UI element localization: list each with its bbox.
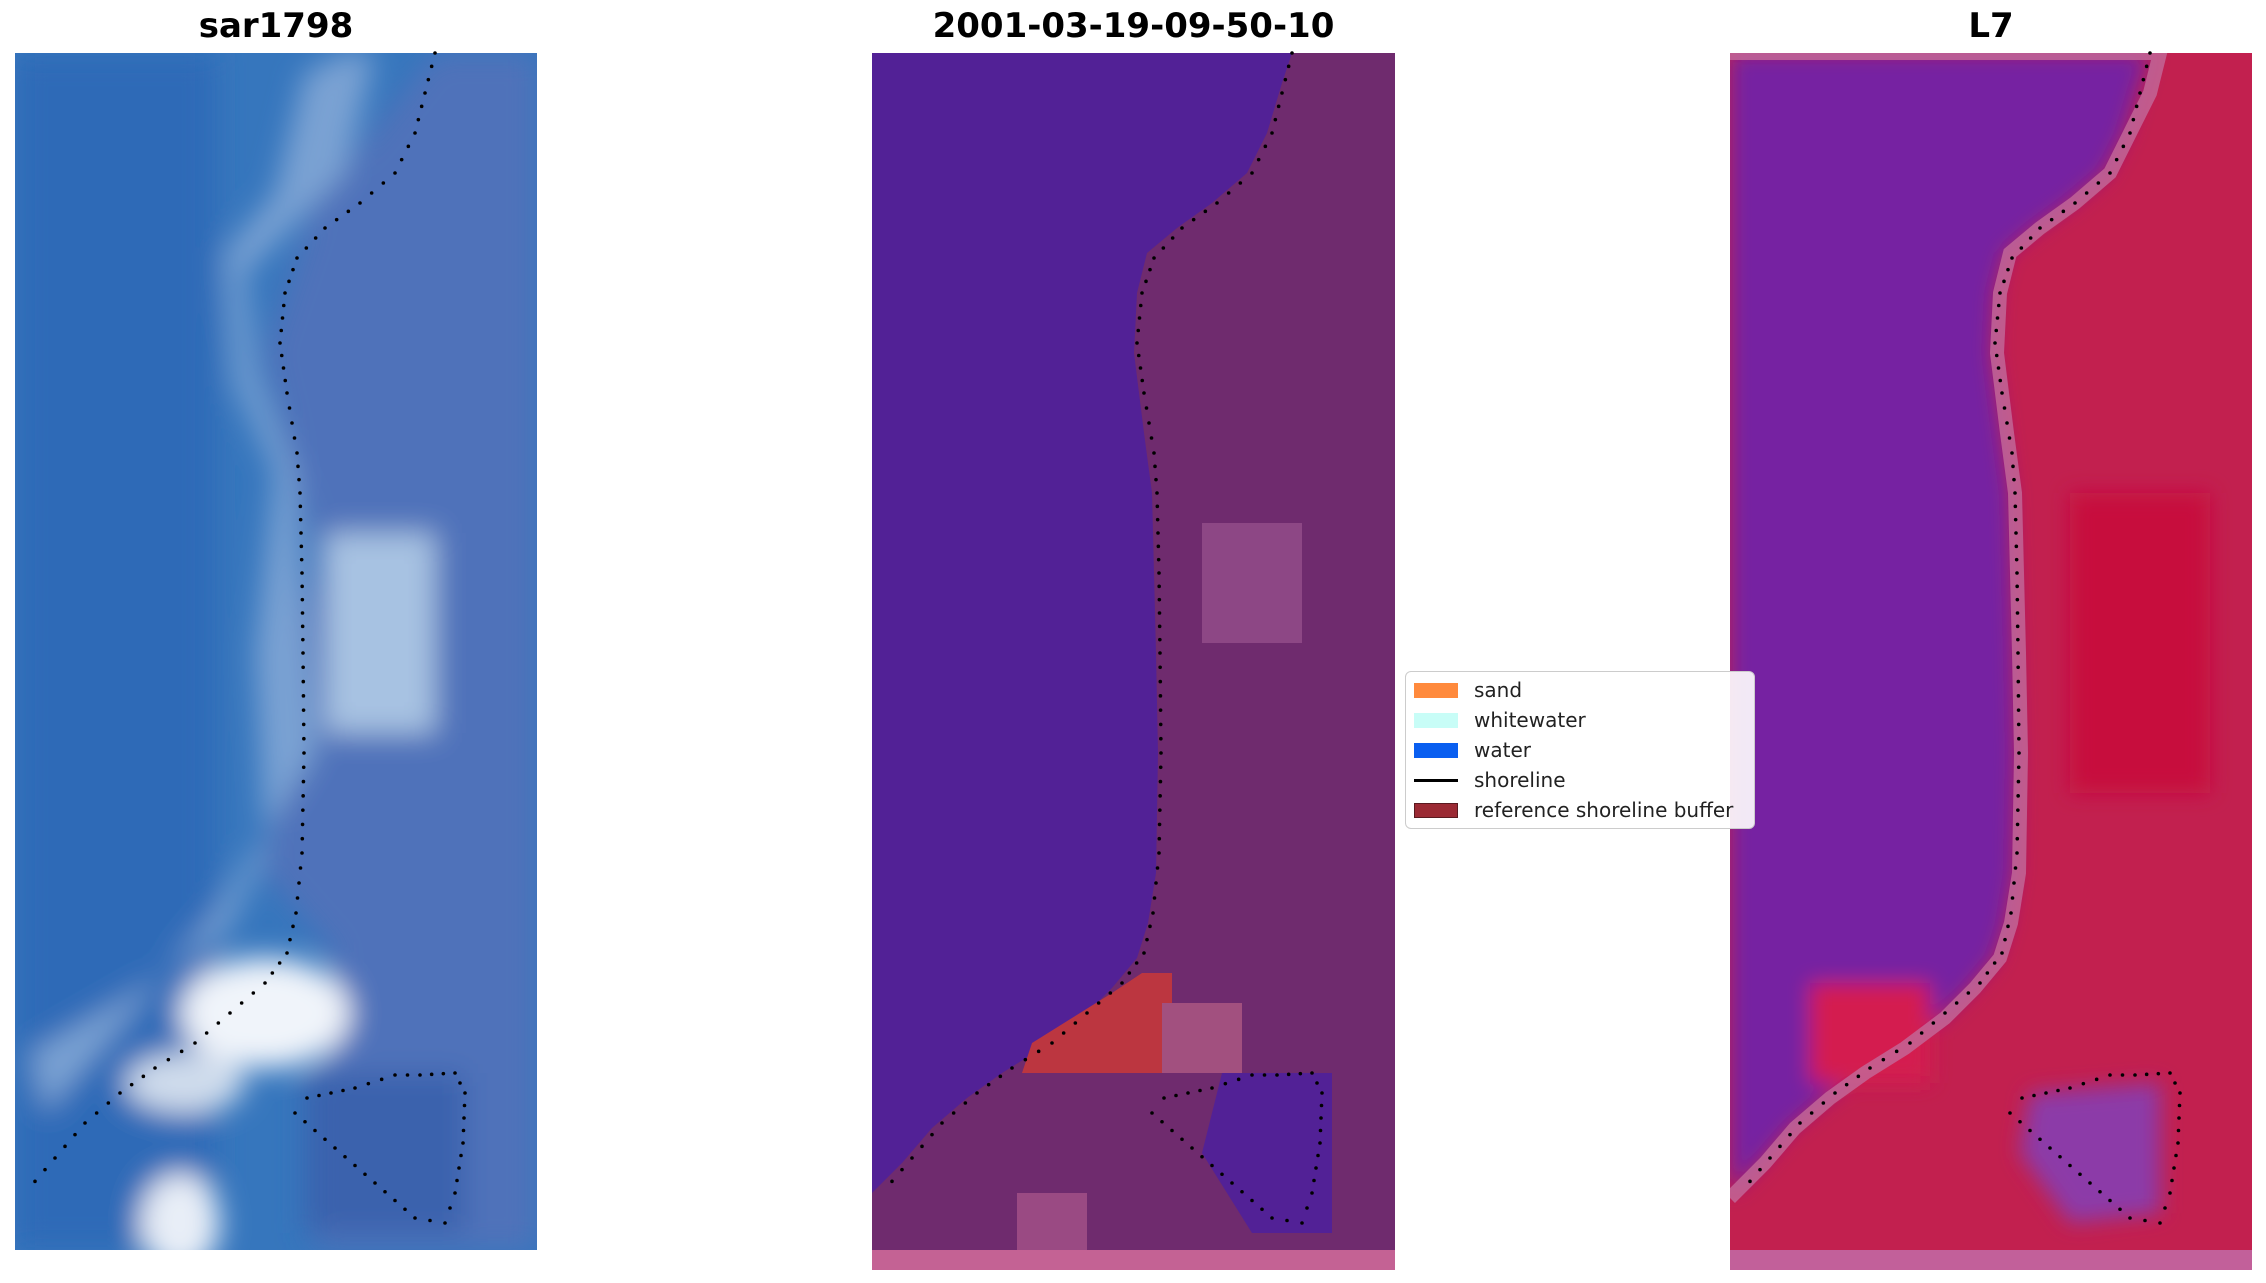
index-bottom-strip [1730, 1250, 2252, 1270]
panel-title-classification: 2001-03-19-09-50-10 [932, 6, 1335, 46]
rgb-image-panel [15, 53, 537, 1250]
panel-title-index: L7 [1968, 6, 2014, 46]
legend-label-buffer: reference shoreline buffer [1474, 798, 1734, 822]
buffer-swatch [1414, 802, 1458, 818]
classification-image [872, 53, 1395, 1270]
index-panel [1730, 53, 2252, 1270]
index-image [1730, 53, 2252, 1270]
panel-title-rgb: sar1798 [198, 6, 354, 46]
legend-item-shoreline: shoreline [1414, 765, 1566, 795]
rgb-image [15, 53, 537, 1250]
water-swatch [1414, 742, 1458, 758]
legend-item-whitewater: whitewater [1414, 705, 1586, 735]
legend: sand whitewater water shoreline referenc… [1405, 671, 1755, 829]
classification-panel [872, 53, 1395, 1270]
legend-label-whitewater: whitewater [1474, 708, 1586, 732]
sand-swatch [1414, 682, 1458, 698]
legend-item-sand: sand [1414, 675, 1522, 705]
legend-label-shoreline: shoreline [1474, 768, 1566, 792]
legend-item-water: water [1414, 735, 1531, 765]
class-lagoon-area [1202, 1073, 1332, 1233]
shoreline-line-swatch [1414, 778, 1458, 782]
whitewater-swatch [1414, 712, 1458, 728]
legend-label-water: water [1474, 738, 1531, 762]
class-water-area [872, 53, 1292, 1193]
legend-label-sand: sand [1474, 678, 1523, 702]
class-buffer-area [1022, 973, 1172, 1073]
class-bottom-strip [872, 1250, 1395, 1270]
legend-item-buffer: reference shoreline buffer [1414, 795, 1733, 825]
